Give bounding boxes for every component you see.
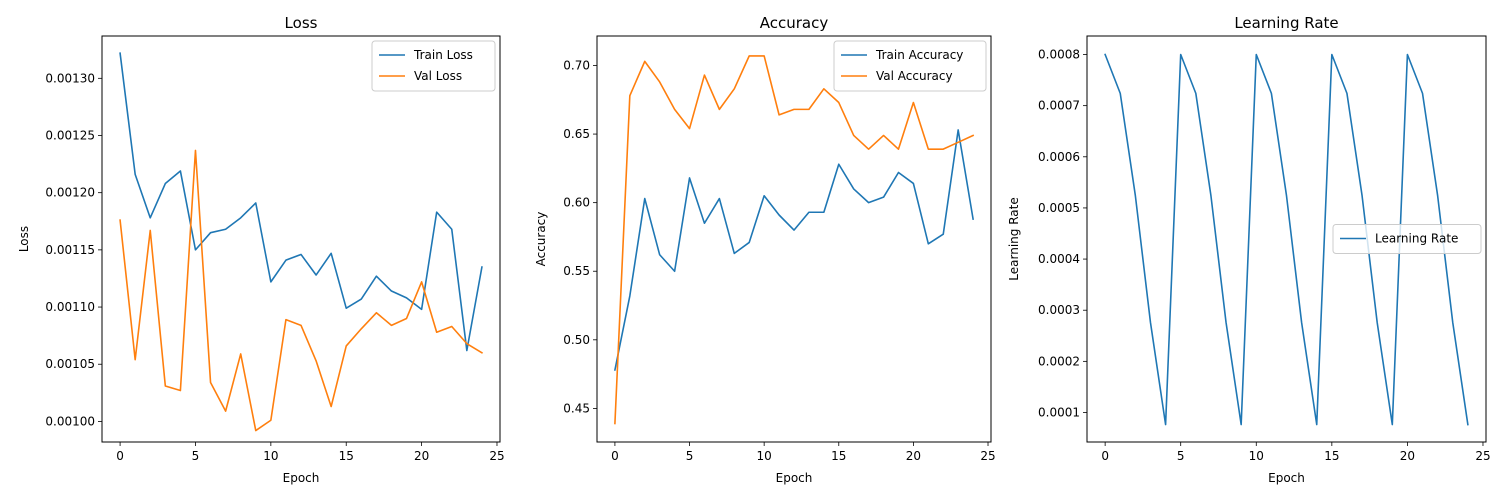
accuracy-y-tick-label: 0.60 [563, 196, 590, 210]
loss-legend-label-val-loss: Val Loss [414, 69, 462, 83]
learning-rate-x-tick-label: 20 [1400, 449, 1415, 463]
learning-rate-x-tick-label: 15 [1324, 449, 1339, 463]
loss-y-tick-label: 0.00125 [45, 128, 95, 142]
loss-y-tick-label: 0.00100 [45, 414, 95, 428]
accuracy-axes-frame [596, 35, 992, 443]
accuracy-x-tick-label: 0 [611, 449, 619, 463]
accuracy-legend-box [833, 40, 987, 92]
loss-x-tick-label: 10 [263, 449, 278, 463]
loss-series-val-loss-line [119, 149, 484, 432]
accuracy-y-tick-label: 0.70 [563, 58, 590, 72]
loss-legend-label-train-loss: Train Loss [413, 48, 473, 62]
loss-y-axis-label: Loss [17, 226, 31, 252]
accuracy-x-tick-label: 15 [831, 449, 846, 463]
loss-y-tick-label: 0.00105 [45, 357, 95, 371]
learning-rate-x-tick-label: 25 [1475, 449, 1490, 463]
accuracy-y-axis-label: Accuracy [534, 212, 548, 267]
loss-x-axis-label: Epoch [283, 471, 320, 485]
accuracy-series-val-accuracy-line [614, 55, 975, 425]
loss-y-tick-label: 0.00130 [45, 71, 95, 85]
learning-rate-x-tick-label: 0 [1101, 449, 1109, 463]
learning-rate-y-tick-label: 0.0006 [1038, 150, 1080, 164]
loss-legend-box [371, 40, 496, 92]
learning-rate-x-tick-label: 5 [1177, 449, 1185, 463]
learning-rate-legend-box [1332, 224, 1482, 254]
loss-legend: Train Loss Val Loss [371, 40, 496, 92]
loss-panel: 0 5 10 15 20 25 0.00100 0.00105 0.00110 0.00115 0.… [17, 14, 505, 485]
learning-rate-y-tick-label: 0.0001 [1038, 405, 1080, 419]
accuracy-x-tick-label: 20 [906, 449, 921, 463]
learning-rate-panel: 0 5 10 15 20 25 0.0001 0.0002 0.0003 0.0004 0.0005… [1007, 14, 1491, 485]
learning-rate-series-learning-rate-line [1104, 53, 1469, 426]
learning-rate-x-tick-label: 10 [1249, 449, 1264, 463]
learning-rate-y-tick-label: 0.0004 [1038, 252, 1080, 266]
learning-rate-y-tick-label: 0.0007 [1038, 99, 1080, 113]
loss-y-tick-label: 0.00120 [45, 186, 95, 200]
loss-x-tick-label: 25 [489, 449, 504, 463]
learning-rate-y-tick-label: 0.0002 [1038, 354, 1080, 368]
learning-rate-legend: Learning Rate [1332, 224, 1482, 254]
accuracy-legend: Train Accuracy Val Accuracy [833, 40, 987, 92]
accuracy-series-train-accuracy-line [613, 129, 975, 371]
accuracy-y-tick-label: 0.45 [563, 401, 590, 415]
learning-rate-y-tick-label: 0.0008 [1038, 48, 1080, 62]
learning-rate-y-tick-label: 0.0005 [1038, 201, 1080, 215]
learning-rate-y-tick-label: 0.0003 [1038, 303, 1080, 317]
learning-rate-axes-frame [1086, 35, 1487, 443]
accuracy-title: Accuracy [760, 14, 829, 32]
learning-rate-title: Learning Rate [1234, 14, 1338, 32]
loss-axes-frame [101, 35, 501, 443]
accuracy-panel: 0 5 10 15 20 25 0.45 0.50 0.55 0.60 0.65 0.70 Accura… [534, 14, 996, 485]
loss-y-tick-label: 0.00110 [45, 300, 95, 314]
accuracy-x-tick-label: 25 [980, 449, 995, 463]
loss-y-tick-label: 0.00115 [45, 243, 95, 257]
loss-x-tick-label: 0 [116, 449, 124, 463]
loss-x-tick-label: 20 [414, 449, 429, 463]
loss-title: Loss [285, 14, 318, 32]
accuracy-x-axis-label: Epoch [776, 471, 813, 485]
accuracy-legend-label-val-accuracy: Val Accuracy [876, 69, 953, 83]
accuracy-legend-label-train-accuracy: Train Accuracy [875, 48, 963, 62]
accuracy-x-tick-label: 5 [686, 449, 694, 463]
accuracy-y-tick-label: 0.55 [563, 264, 590, 278]
loss-x-tick-label: 5 [192, 449, 200, 463]
learning-rate-y-axis-label: Learning Rate [1007, 197, 1021, 280]
accuracy-y-tick-label: 0.65 [563, 127, 590, 141]
accuracy-x-tick-label: 10 [757, 449, 772, 463]
loss-x-tick-label: 15 [339, 449, 354, 463]
accuracy-y-tick-label: 0.50 [563, 333, 590, 347]
learning-rate-x-axis-label: Epoch [1268, 471, 1305, 485]
loss-series-train-loss-line [119, 52, 483, 352]
learning-rate-legend-label-learning-rate: Learning Rate [1375, 232, 1458, 246]
